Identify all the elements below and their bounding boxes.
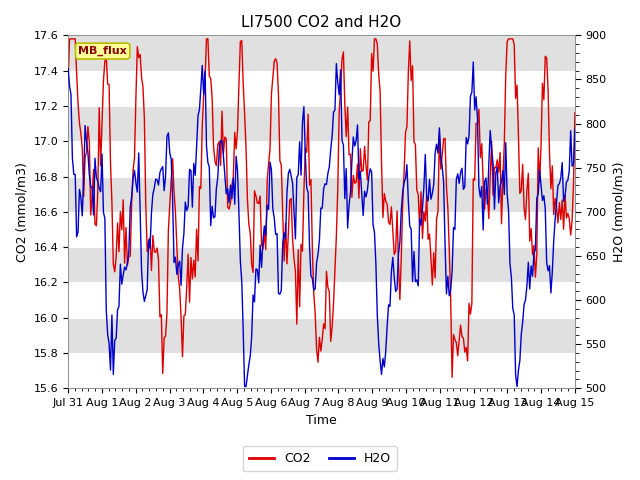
Y-axis label: CO2 (mmol/m3): CO2 (mmol/m3) [15, 162, 28, 262]
Title: LI7500 CO2 and H2O: LI7500 CO2 and H2O [241, 15, 402, 30]
Bar [68, 177, 575, 212]
Legend: CO2, H2O: CO2, H2O [243, 446, 397, 471]
Bar [68, 318, 575, 353]
Bar [68, 106, 575, 141]
X-axis label: Time: Time [306, 414, 337, 427]
Bar [68, 36, 575, 71]
Bar [68, 247, 575, 282]
Y-axis label: H2O (mmol/m3): H2O (mmol/m3) [612, 162, 625, 262]
Text: MB_flux: MB_flux [78, 46, 127, 56]
